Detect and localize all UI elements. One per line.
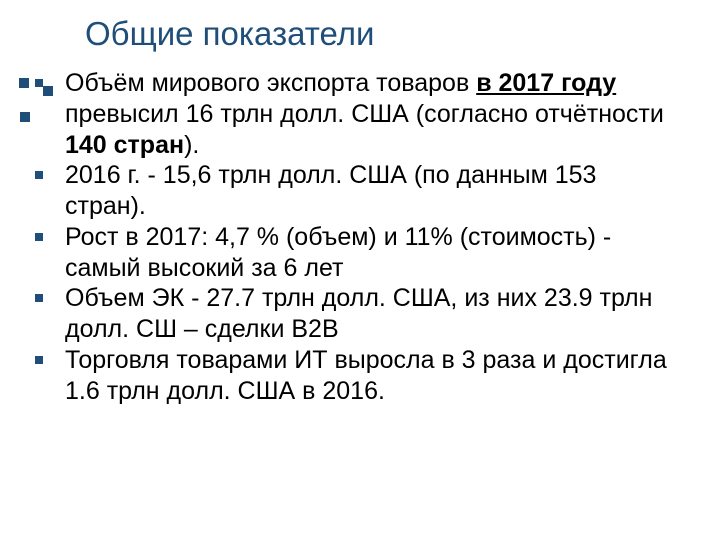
text-segment: 2016 г. - 15,6 трлн долл. США (по данным… [65, 161, 596, 220]
text-segment: Рост в 2017: 4,7 % (объем) и 11% (стоимо… [65, 223, 611, 282]
text-segment: 140 стран [65, 131, 184, 159]
text-segment: Объём мирового экспорта товаров [65, 69, 476, 97]
text-segment: ). [184, 131, 199, 159]
text-segment: в 2017 году [476, 69, 616, 97]
decorative-square [43, 86, 53, 96]
bullet-item: Рост в 2017: 4,7 % (объем) и 11% (стоимо… [65, 222, 675, 284]
slide-body: Объём мирового экспорта товаров в 2017 г… [65, 68, 675, 406]
slide: Общие показатели Объём мирового экспорта… [0, 0, 720, 540]
decorative-square [20, 112, 30, 122]
bullet-item: Объем ЭК - 27.7 трлн долл. США, из них 2… [65, 283, 675, 345]
text-segment: Объем ЭК - 27.7 трлн долл. США, из них 2… [65, 284, 652, 343]
slide-title: Общие показатели [85, 15, 375, 53]
text-segment: превысил 16 трлн долл. США (согласно отч… [65, 100, 664, 128]
bullet-item: Торговля товарами ИТ выросла в 3 раза и … [65, 345, 675, 407]
text-segment: Торговля товарами ИТ выросла в 3 раза и … [65, 346, 667, 405]
bullet-item: 2016 г. - 15,6 трлн долл. США (по данным… [65, 160, 675, 222]
decorative-square [19, 78, 29, 88]
bullet-item: Объём мирового экспорта товаров в 2017 г… [65, 68, 675, 160]
bullet-list: Объём мирового экспорта товаров в 2017 г… [65, 68, 675, 406]
